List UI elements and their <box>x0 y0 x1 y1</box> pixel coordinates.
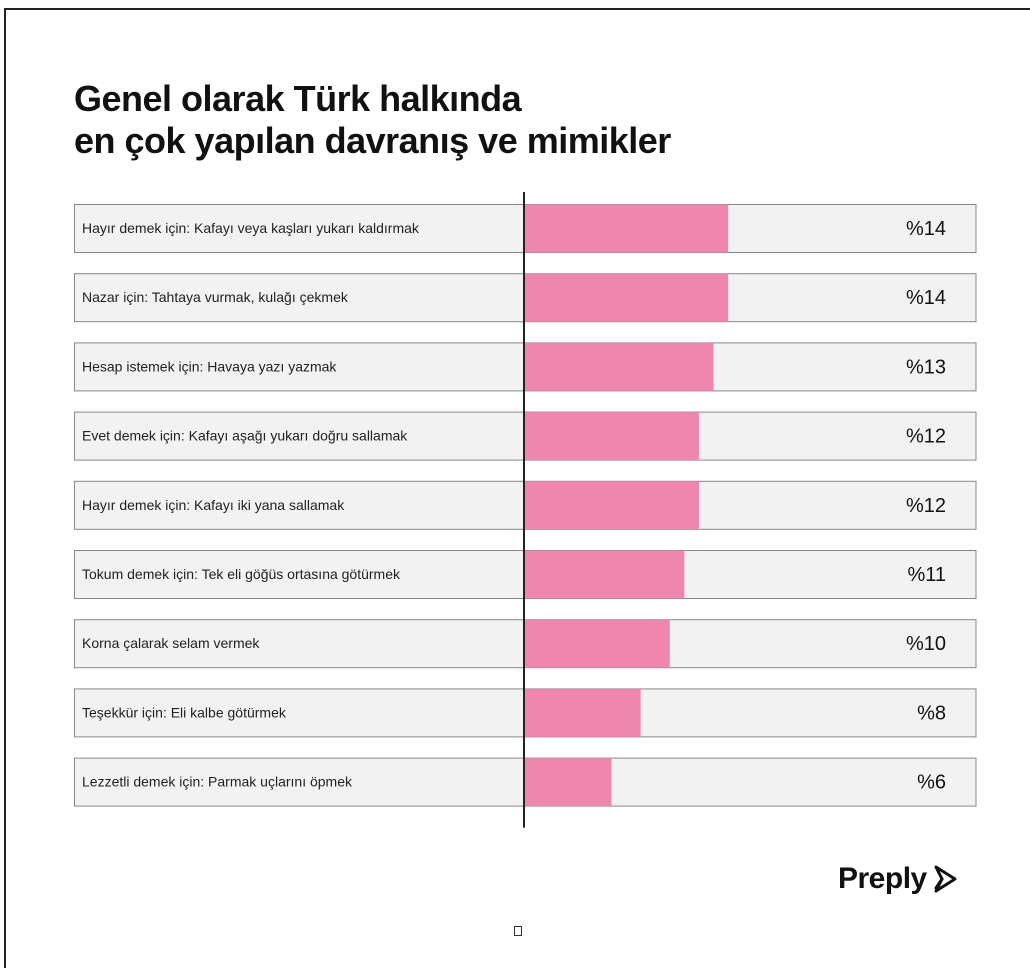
value-label: %8 <box>917 702 946 724</box>
preply-logo: Preply <box>838 862 959 896</box>
bar <box>524 481 699 530</box>
value-label: %12 <box>906 426 946 448</box>
category-label: Hayır demek için: Kafayı veya kaşları yu… <box>82 220 420 236</box>
bar <box>524 688 641 737</box>
value-label: %11 <box>907 564 946 586</box>
category-label: Hesap istemek için: Havaya yazı yazmak <box>82 358 337 374</box>
category-label: Tokum demek için: Tek eli göğüs ortasına… <box>82 566 401 582</box>
category-label: Nazar için: Tahtaya vurmak, kulağı çekme… <box>82 289 349 305</box>
value-label: %13 <box>906 356 946 378</box>
row-label-box <box>74 619 525 669</box>
category-label: Lezzetli demek için: Parmak uçlarını öpm… <box>82 774 353 790</box>
bar-chart: Hayır demek için: Kafayı veya kaşları yu… <box>74 192 977 828</box>
bar <box>524 342 714 391</box>
row-label-box <box>74 550 525 599</box>
value-label: %6 <box>917 772 946 794</box>
value-label: %10 <box>906 633 946 655</box>
bar <box>524 204 729 253</box>
category-label: Teşekkür için: Eli kalbe götürmek <box>82 704 287 720</box>
chart-title-line-1: Genel olarak Türk halkında <box>74 78 522 119</box>
row-label-box <box>74 411 525 461</box>
category-label: Evet demek için: Kafayı aşağı yukarı doğ… <box>82 428 408 444</box>
value-label: %14 <box>906 218 946 240</box>
image-frame <box>4 8 1030 968</box>
value-label: %14 <box>906 287 946 309</box>
bar <box>524 412 699 461</box>
row-label-box <box>74 688 525 738</box>
row-label-box <box>74 757 525 807</box>
chart-title: Genel olarak Türk halkında en çok yapıla… <box>74 78 671 162</box>
category-label: Korna çalarak selam vermek <box>82 635 260 651</box>
row-label-box <box>74 273 525 323</box>
bar <box>524 758 612 807</box>
bar <box>524 550 685 599</box>
page-marker <box>514 926 522 936</box>
category-label: Hayır demek için: Kafayı iki yana sallam… <box>82 497 345 513</box>
row-label-box <box>74 342 525 392</box>
value-label: %12 <box>906 495 946 517</box>
preply-arrow-icon <box>934 865 957 893</box>
bar <box>524 273 729 322</box>
chart-title-line-2: en çok yapılan davranış ve mimikler <box>74 120 671 161</box>
brand-name: Preply <box>838 862 927 895</box>
bar <box>524 619 670 668</box>
